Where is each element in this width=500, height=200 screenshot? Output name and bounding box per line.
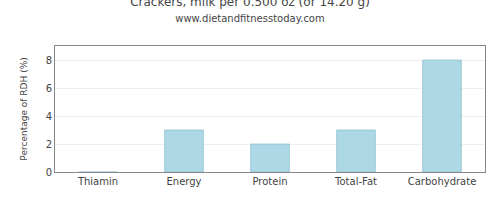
svg-text:Protein: Protein xyxy=(252,176,287,187)
svg-text:Energy: Energy xyxy=(166,176,201,187)
svg-text:0: 0 xyxy=(46,167,52,178)
svg-text:4: 4 xyxy=(46,111,52,122)
svg-text:Total-Fat: Total-Fat xyxy=(334,176,377,187)
svg-text:2: 2 xyxy=(46,139,52,150)
svg-text:8: 8 xyxy=(46,55,52,66)
svg-text:Percentage of RDH (%): Percentage of RDH (%) xyxy=(19,57,29,160)
svg-text:6: 6 xyxy=(46,83,52,94)
svg-text:Carbohydrate: Carbohydrate xyxy=(408,176,477,187)
svg-text:Thiamin: Thiamin xyxy=(77,176,118,187)
svg-text:Crackers, milk per 0.500 oz (o: Crackers, milk per 0.500 oz (or 14.20 g)… xyxy=(130,0,370,24)
